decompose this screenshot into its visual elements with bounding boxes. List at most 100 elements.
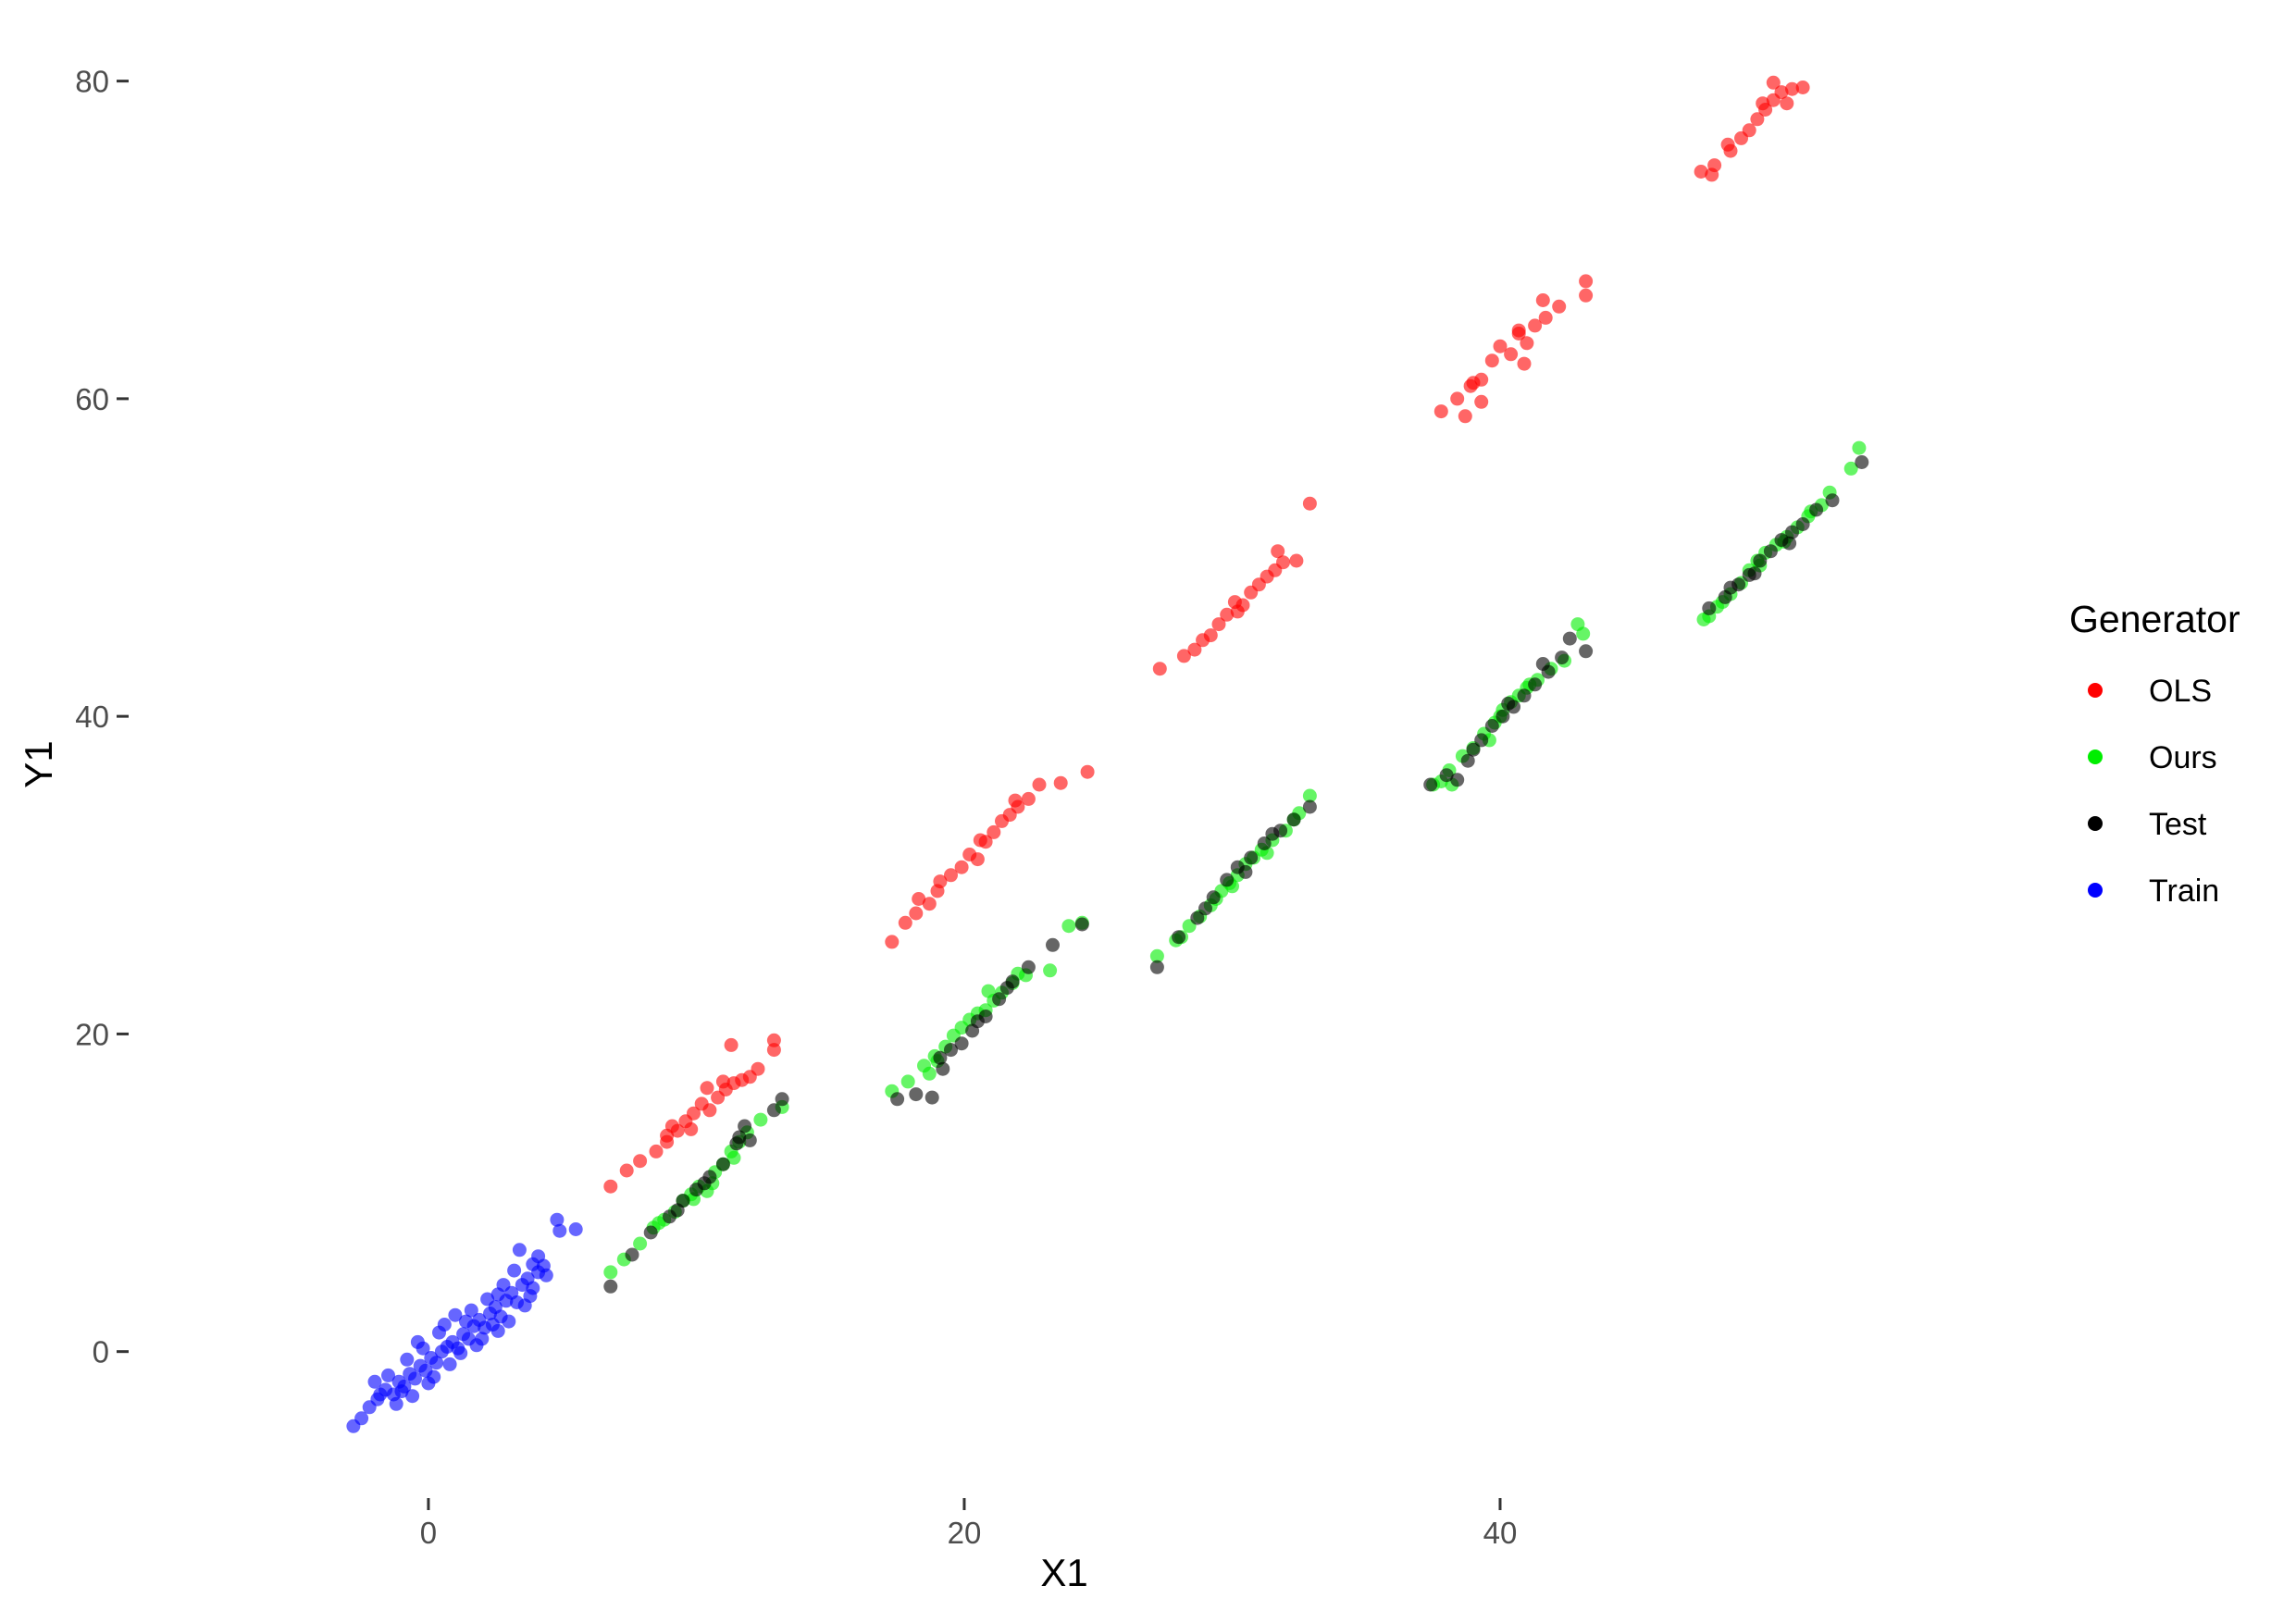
data-point [1466, 376, 1481, 390]
data-point [550, 1212, 565, 1227]
y-tick-label: 20 [75, 1017, 109, 1051]
data-point [1460, 753, 1475, 768]
data-point [751, 1061, 765, 1076]
legend-item-train: Train [2088, 873, 2219, 909]
data-point [1720, 137, 1735, 152]
data-point [1149, 948, 1164, 963]
data-point [1423, 777, 1438, 792]
data-point [1528, 318, 1543, 333]
data-point [1723, 580, 1738, 595]
data-point [1750, 112, 1765, 127]
data-point [1276, 555, 1290, 570]
data-point [970, 852, 985, 867]
series-ols [603, 75, 1810, 1194]
legend-label: Test [2149, 807, 2207, 842]
data-point [1450, 391, 1465, 406]
data-point [1198, 901, 1212, 916]
data-point [1493, 339, 1508, 353]
data-point [1484, 353, 1499, 368]
data-point [1763, 544, 1778, 559]
data-point [1187, 642, 1202, 657]
data-point [464, 1303, 478, 1318]
data-point [1286, 812, 1301, 827]
data-point [1517, 688, 1532, 703]
data-point [1756, 96, 1770, 111]
data-point [766, 1103, 781, 1118]
legend-label: Ours [2149, 740, 2217, 775]
data-point [1795, 517, 1810, 531]
data-point [1302, 788, 1317, 803]
data-point [1555, 650, 1570, 665]
data-point [1433, 404, 1448, 419]
data-point [381, 1368, 395, 1382]
data-point [1852, 440, 1867, 455]
legend-label: Train [2149, 873, 2219, 909]
data-point [1021, 960, 1036, 974]
legend-title: Generator [2069, 598, 2240, 640]
legend: Generator OLS Ours Test Train [2069, 598, 2240, 909]
data-point [400, 1352, 415, 1367]
legend-key [2088, 750, 2103, 764]
data-point [490, 1323, 505, 1338]
data-point [1257, 836, 1272, 850]
data-point [437, 1318, 452, 1332]
data-point [715, 1157, 730, 1171]
data-point [633, 1154, 648, 1169]
data-point [453, 1345, 468, 1360]
data-point [552, 1223, 567, 1238]
data-point [944, 1043, 958, 1058]
data-point [394, 1384, 409, 1399]
data-point [502, 1314, 516, 1329]
data-point [1535, 293, 1550, 307]
data-point [890, 1092, 905, 1107]
data-point [539, 1268, 553, 1282]
data-point [1043, 963, 1058, 978]
data-point [912, 892, 926, 906]
data-point [732, 1130, 747, 1145]
legend-item-ours: Ours [2088, 740, 2217, 775]
data-point [700, 1081, 714, 1096]
data-point [373, 1387, 388, 1402]
data-point [1766, 75, 1781, 90]
data-point [1517, 356, 1532, 371]
data-point [1074, 917, 1089, 932]
data-point [1520, 336, 1534, 351]
data-point [1206, 890, 1221, 905]
data-point [1203, 628, 1218, 643]
data-point [1474, 733, 1489, 748]
data-point [933, 1050, 948, 1065]
data-point [1021, 791, 1036, 806]
data-point [1535, 657, 1550, 671]
data-point [649, 1144, 664, 1158]
data-point [726, 1150, 741, 1165]
data-point [427, 1369, 441, 1384]
data-point [715, 1074, 730, 1089]
legend-label: OLS [2149, 674, 2212, 709]
data-point [523, 1289, 538, 1304]
data-point [987, 824, 1001, 839]
data-point [1176, 649, 1191, 663]
legend-key [2088, 683, 2103, 698]
data-point [354, 1411, 369, 1426]
data-point [992, 992, 1007, 1007]
data-point [1220, 607, 1235, 622]
data-point [408, 1371, 422, 1386]
data-point [687, 1106, 701, 1121]
data-point [1579, 644, 1594, 659]
x-tick-label: 20 [948, 1516, 982, 1550]
data-point [1244, 850, 1259, 865]
data-point [1466, 742, 1481, 757]
data-point [1080, 764, 1095, 779]
data-point [1450, 773, 1465, 787]
data-point [1825, 493, 1840, 508]
data-point [603, 1265, 618, 1280]
data-point [1501, 696, 1516, 711]
data-point [670, 1203, 685, 1218]
x-tick-label: 40 [1483, 1516, 1518, 1550]
data-point [512, 1243, 527, 1258]
legend-key [2088, 816, 2103, 831]
data-point [738, 1119, 752, 1134]
y-tick-label: 60 [75, 382, 109, 416]
